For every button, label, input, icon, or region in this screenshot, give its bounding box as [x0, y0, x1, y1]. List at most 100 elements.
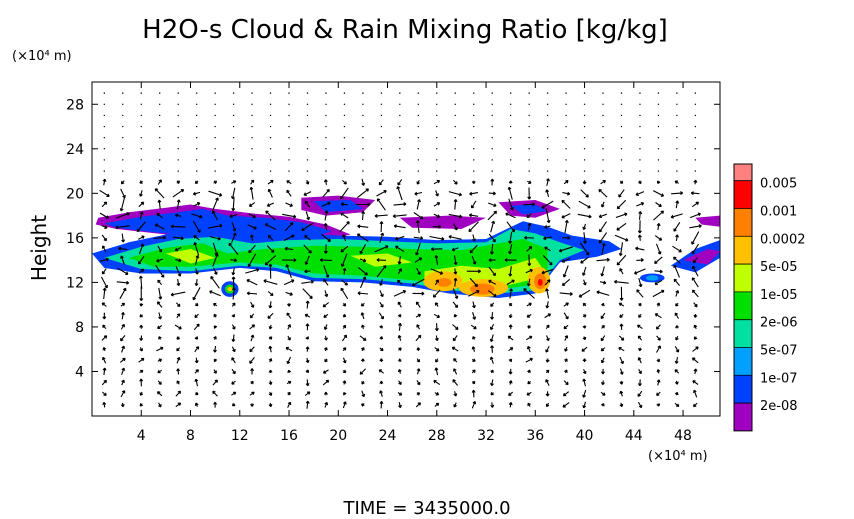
wind-vector-dot	[602, 136, 604, 139]
wind-vector-dot	[362, 103, 364, 105]
wind-vector-arrow	[582, 279, 587, 286]
wind-vector-arrow	[99, 212, 110, 219]
wind-vector-dot	[177, 125, 179, 128]
wind-vector-arrow	[527, 222, 532, 231]
wind-vector-arrow	[139, 211, 144, 220]
wind-vector-arrow	[266, 245, 275, 253]
wind-vector-arrow	[266, 202, 275, 207]
wind-vector-arrow	[379, 380, 384, 385]
wind-vector-dot	[195, 148, 198, 150]
wind-vector-arrow	[157, 369, 162, 374]
wind-vector-arrow	[693, 179, 698, 185]
wind-vector-dot	[214, 103, 216, 105]
wind-vector-arrow	[379, 358, 384, 363]
wind-vector-arrow	[652, 289, 665, 298]
wind-vector-arrow	[638, 313, 642, 318]
wind-vector-dot	[362, 159, 364, 161]
wind-vector-arrow	[505, 212, 516, 219]
wind-vector-arrow	[99, 257, 109, 262]
wind-vector-arrow	[213, 180, 218, 185]
wind-vector-arrow	[674, 402, 680, 407]
wind-vector-dot	[232, 136, 235, 139]
wind-vector-arrow	[508, 391, 514, 396]
wind-vector-arrow	[194, 357, 199, 364]
wind-vector-arrow	[322, 188, 330, 198]
wind-vector-arrow	[453, 268, 458, 275]
wind-vector-arrow	[693, 336, 698, 340]
wind-vector-arrow	[470, 324, 477, 330]
wind-vector-arrow	[434, 347, 440, 352]
wind-vector-arrow	[102, 356, 107, 364]
wind-vector-arrow	[102, 391, 107, 397]
wind-vector-dot	[103, 92, 106, 94]
wind-vector-dot	[602, 103, 604, 105]
wind-vector-arrow	[356, 233, 369, 243]
wind-vector-arrow	[323, 265, 330, 278]
wind-vector-arrow	[433, 202, 441, 207]
wind-vector-arrow	[267, 312, 274, 319]
wind-vector-arrow	[379, 279, 383, 286]
plot-area	[92, 92, 720, 409]
wind-vector-arrow	[156, 212, 163, 219]
wind-vector-dot	[140, 159, 142, 161]
wind-vector-arrow	[231, 302, 236, 307]
wind-vector-arrow	[673, 278, 681, 286]
wind-vector-arrow	[692, 380, 699, 385]
wind-vector-arrow	[675, 200, 680, 209]
wind-vector-dot	[251, 92, 253, 94]
wind-vector-arrow	[120, 255, 125, 265]
wind-vector-arrow	[412, 291, 425, 296]
wind-vector-dot	[565, 159, 567, 161]
wind-vector-dot	[417, 148, 420, 150]
wind-vector-arrow	[249, 324, 256, 330]
wind-vector-arrow	[674, 391, 679, 396]
wind-vector-dot	[380, 125, 383, 128]
wind-vector-dot	[380, 136, 383, 139]
wind-vector-arrow	[434, 323, 439, 332]
wind-vector-dot	[565, 136, 567, 139]
wind-vector-dot	[288, 136, 290, 139]
wind-vector-arrow	[339, 221, 350, 233]
wind-vector-arrow	[213, 401, 218, 408]
wind-vector-arrow	[355, 202, 371, 207]
wind-vector-dot	[546, 136, 549, 139]
wind-vector-arrow	[654, 256, 663, 264]
wind-vector-dot	[565, 114, 567, 117]
wind-vector-arrow	[487, 290, 497, 298]
wind-vector-arrow	[689, 224, 702, 229]
wind-vector-arrow	[619, 380, 624, 385]
wind-vector-arrow	[361, 178, 366, 186]
wind-vector-arrow	[508, 266, 513, 277]
wind-vector-arrow	[286, 189, 292, 197]
wind-vector-arrow	[490, 392, 494, 396]
wind-vector-arrow	[434, 279, 439, 286]
wind-vector-arrow	[136, 221, 146, 233]
wind-vector-arrow	[248, 213, 256, 219]
wind-vector-dot	[657, 148, 660, 150]
wind-vector-dot	[306, 103, 309, 105]
wind-vector-dot	[159, 92, 161, 94]
wind-vector-arrow	[470, 200, 477, 209]
wind-vector-arrow	[582, 180, 587, 185]
wind-vector-arrow	[176, 356, 181, 364]
wind-vector-arrow	[471, 358, 476, 362]
wind-vector-dot	[103, 136, 106, 139]
wind-vector-arrow	[600, 391, 606, 396]
wind-vector-dot	[602, 170, 604, 172]
wind-vector-arrow	[452, 379, 459, 386]
wind-vector-arrow	[194, 346, 200, 353]
wind-vector-arrow	[285, 202, 293, 207]
wind-vector-arrow	[250, 403, 254, 407]
wind-vector-arrow	[414, 191, 423, 196]
wind-vector-dot	[177, 92, 179, 94]
wind-vector-arrow	[153, 235, 167, 240]
wind-vector-arrow	[194, 180, 199, 185]
wind-vector-dot	[399, 114, 401, 117]
wind-vector-arrow	[691, 357, 699, 364]
wind-vector-arrow	[342, 380, 347, 385]
wind-vector-arrow	[119, 357, 126, 363]
wind-vector-arrow	[562, 191, 571, 196]
wind-vector-dot	[122, 114, 124, 117]
wind-vector-arrow	[507, 186, 513, 200]
wind-vector-dot	[343, 148, 346, 150]
